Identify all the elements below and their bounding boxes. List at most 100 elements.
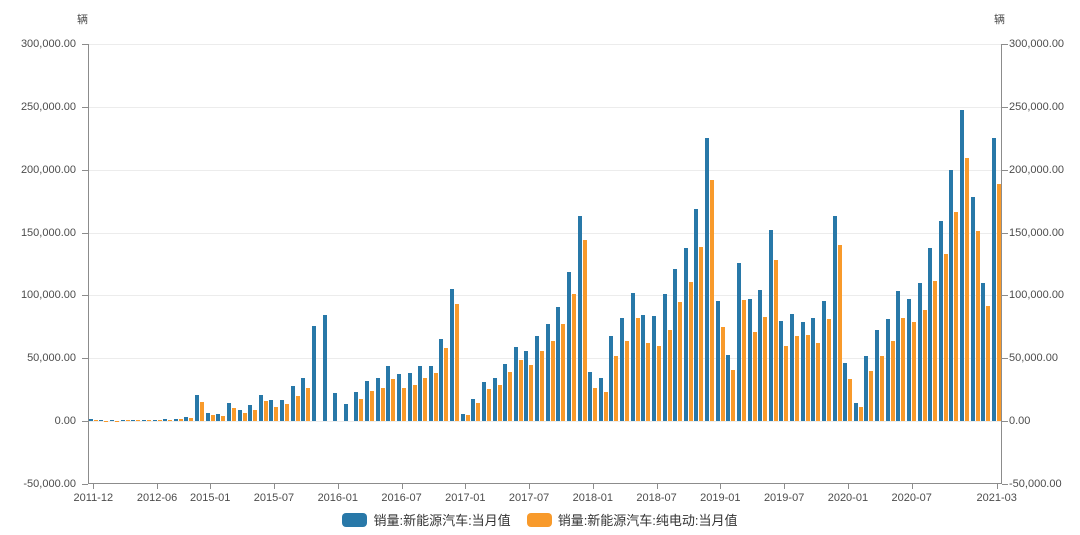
bar-bev[interactable] [242, 412, 247, 422]
bar-bev[interactable] [933, 280, 938, 422]
bar-bev[interactable] [104, 420, 109, 422]
bar-total[interactable] [131, 419, 136, 422]
bar-bev[interactable] [975, 230, 980, 422]
bar-bev[interactable] [667, 329, 672, 422]
bar-bev[interactable] [274, 407, 279, 422]
bar-total[interactable] [832, 216, 837, 422]
bar-bev[interactable] [731, 370, 736, 422]
bar-total[interactable] [365, 380, 370, 422]
bar-total[interactable] [535, 335, 540, 422]
bar-total[interactable] [683, 247, 688, 422]
bar-total[interactable] [163, 419, 168, 422]
bar-bev[interactable] [125, 420, 130, 422]
bar-total[interactable] [248, 405, 253, 422]
bar-total[interactable] [928, 248, 933, 422]
bar-total[interactable] [556, 306, 561, 422]
bar-total[interactable] [269, 400, 274, 422]
bar-total[interactable] [853, 403, 858, 422]
bar-bev[interactable] [805, 334, 810, 422]
bar-total[interactable] [577, 216, 582, 422]
bar-bev[interactable] [210, 415, 215, 422]
bar-total[interactable] [184, 417, 189, 422]
bar-total[interactable] [428, 365, 433, 422]
bar-total[interactable] [333, 392, 338, 422]
bar-total[interactable] [566, 271, 571, 422]
bar-bev[interactable] [603, 391, 608, 422]
bar-bev[interactable] [901, 317, 906, 422]
bar-total[interactable] [524, 350, 529, 422]
bar-total[interactable] [864, 355, 869, 422]
bar-total[interactable] [386, 365, 391, 422]
bar-total[interactable] [790, 313, 795, 422]
bar-total[interactable] [960, 110, 965, 422]
bar-total[interactable] [460, 413, 465, 422]
bar-total[interactable] [99, 420, 104, 422]
bar-total[interactable] [970, 196, 975, 422]
bar-total[interactable] [726, 354, 731, 422]
bar-total[interactable] [758, 290, 763, 422]
bar-bev[interactable] [784, 345, 789, 422]
bar-bev[interactable] [699, 247, 704, 422]
bar-bev[interactable] [688, 281, 693, 422]
bar-total[interactable] [598, 377, 603, 422]
bar-bev[interactable] [837, 244, 842, 422]
bar-total[interactable] [407, 372, 412, 422]
bar-total[interactable] [673, 269, 678, 422]
bar-total[interactable] [811, 318, 816, 422]
bar-total[interactable] [152, 419, 157, 422]
bar-total[interactable] [141, 419, 146, 422]
bar-total[interactable] [503, 364, 508, 422]
bar-bev[interactable] [869, 371, 874, 422]
bar-total[interactable] [938, 220, 943, 422]
bar-total[interactable] [641, 314, 646, 422]
bar-bev[interactable] [741, 300, 746, 422]
bar-bev[interactable] [890, 340, 895, 422]
bar-total[interactable] [896, 291, 901, 422]
bar-total[interactable] [396, 374, 401, 422]
bar-bev[interactable] [93, 420, 98, 422]
bar-total[interactable] [917, 282, 922, 422]
bar-bev[interactable] [656, 345, 661, 422]
bar-total[interactable] [588, 372, 593, 422]
bar-total[interactable] [205, 412, 210, 422]
bar-total[interactable] [216, 413, 221, 422]
bar-total[interactable] [991, 138, 996, 422]
bar-bev[interactable] [178, 419, 183, 422]
bar-bev[interactable] [582, 240, 587, 422]
bar-bev[interactable] [816, 342, 821, 422]
bar-total[interactable] [343, 403, 348, 422]
bar-bev[interactable] [826, 318, 831, 422]
bar-bev[interactable] [561, 324, 566, 422]
bar-total[interactable] [237, 409, 242, 422]
bar-bev[interactable] [922, 310, 927, 422]
bar-total[interactable] [471, 399, 476, 422]
bar-bev[interactable] [795, 335, 800, 422]
bar-bev[interactable] [497, 385, 502, 422]
bar-total[interactable] [662, 294, 667, 422]
bar-total[interactable] [173, 418, 178, 422]
bar-total[interactable] [322, 315, 327, 422]
legend-item-total[interactable]: 销量:新能源汽车:当月值 [342, 510, 511, 529]
bar-bev[interactable] [571, 294, 576, 422]
bar-bev[interactable] [401, 387, 406, 422]
bar-bev[interactable] [593, 387, 598, 422]
bar-bev[interactable] [444, 348, 449, 422]
bar-bev[interactable] [295, 396, 300, 422]
bar-total[interactable] [875, 330, 880, 422]
bar-bev[interactable] [263, 401, 268, 422]
bar-bev[interactable] [200, 402, 205, 422]
bar-bev[interactable] [996, 184, 1001, 422]
bar-total[interactable] [418, 365, 423, 422]
bar-total[interactable] [609, 335, 614, 422]
bar-bev[interactable] [508, 371, 513, 422]
bar-bev[interactable] [391, 378, 396, 422]
bar-total[interactable] [110, 420, 115, 422]
bar-bev[interactable] [858, 406, 863, 422]
bar-bev[interactable] [540, 350, 545, 422]
bar-total[interactable] [651, 315, 656, 422]
legend-item-bev[interactable]: 销量:新能源汽车:纯电动:当月值 [526, 510, 738, 529]
bar-bev[interactable] [253, 409, 258, 422]
bar-total[interactable] [439, 339, 444, 422]
bar-bev[interactable] [848, 378, 853, 422]
bar-bev[interactable] [115, 420, 120, 422]
